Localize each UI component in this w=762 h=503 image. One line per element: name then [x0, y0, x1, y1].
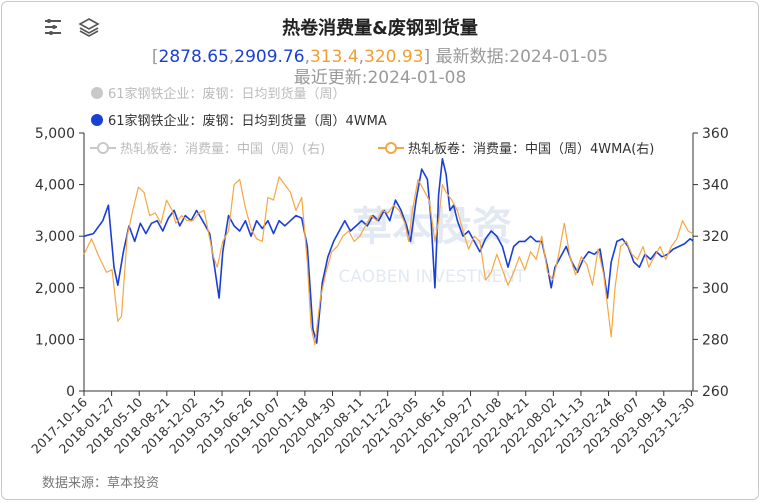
y-left-tick-label: 2,000	[35, 281, 75, 297]
series-line-1	[83, 176, 694, 346]
y-right-tick-label: 260	[702, 384, 729, 400]
legend-item-3[interactable]: 热轧板卷：消费量：中国（周）4WMA(右)	[378, 138, 654, 157]
data-source: 数据来源：草本投资	[42, 476, 160, 491]
latest-value-4: 313.4	[309, 47, 359, 67]
y-left-tick-label: 1,000	[35, 332, 75, 348]
latest-value-2: 2909.76	[234, 47, 305, 67]
y-right-tick-label: 300	[702, 281, 729, 297]
y-right-tick-label: 280	[702, 332, 729, 348]
layers-stack-icon[interactable]	[78, 16, 100, 38]
y-left-tick-label: 4,000	[35, 178, 75, 194]
filter-lines-icon[interactable]	[42, 16, 64, 38]
chart-title: 热卷消费量&废钢到货量	[282, 18, 478, 39]
y-left-tick-label: 3,000	[35, 229, 75, 245]
y-left-tick-label: 5,000	[35, 126, 75, 142]
legend-marker-icon	[91, 86, 103, 99]
y-left-tick-label: 0	[66, 384, 75, 400]
legend-marker-icon	[90, 141, 116, 154]
y-right-tick-label: 340	[702, 178, 729, 194]
values-prefix: [	[151, 47, 159, 67]
y-right-tick-label: 320	[702, 229, 729, 245]
latest-value-5: ,	[358, 47, 365, 67]
legend-label: 61家钢铁企业：废钢：日均到货量（周）	[108, 87, 346, 102]
latest-values: [2878.65,2909.76,313.4,320.93] 最新数据:2024…	[2, 42, 758, 67]
legend-item-2[interactable]: 热轧板卷：消费量：中国（周）(右)	[90, 138, 325, 157]
watermark-sub: CAOBEN INVESTMENT	[339, 267, 527, 287]
legend-item-0[interactable]: 61家钢铁企业：废钢：日均到货量（周）	[90, 83, 346, 102]
legend-marker-icon	[378, 141, 404, 154]
legend-label: 61家钢铁企业：废钢：日均到货量（周）4WMA	[108, 114, 387, 129]
latest-value-0: 2878.65	[158, 47, 229, 67]
legend-label: 热轧板卷：消费量：中国（周）4WMA(右)	[408, 142, 655, 157]
values-suffix: ] 最新数据:2024-01-05	[423, 47, 609, 67]
latest-value-1: ,	[228, 47, 235, 67]
legend-item-1[interactable]: 61家钢铁企业：废钢：日均到货量（周）4WMA	[90, 110, 387, 129]
series-line-0	[83, 158, 694, 344]
latest-value-6: 320.93	[364, 47, 424, 67]
y-right-tick-label: 360	[702, 126, 729, 142]
legend-label: 热轧板卷：消费量：中国（周）(右)	[120, 142, 326, 157]
latest-value-3: ,	[304, 47, 310, 67]
legend-marker-icon	[91, 113, 103, 126]
last-updated: 最近更新:2024-01-08	[293, 68, 467, 88]
